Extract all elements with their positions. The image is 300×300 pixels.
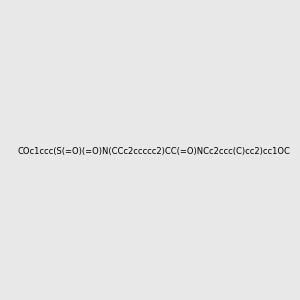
Text: COc1ccc(S(=O)(=O)N(CCc2ccccc2)CC(=O)NCc2ccc(C)cc2)cc1OC: COc1ccc(S(=O)(=O)N(CCc2ccccc2)CC(=O)NCc2… bbox=[17, 147, 290, 156]
